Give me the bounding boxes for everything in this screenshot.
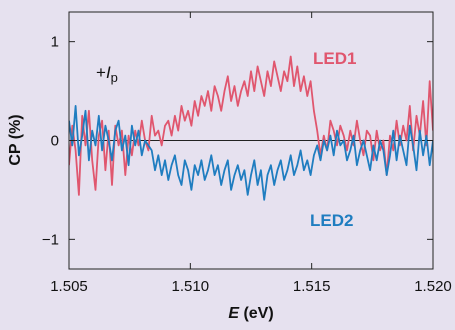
series-label-led2: LED2 (310, 211, 353, 230)
y-tick-label: 0 (51, 133, 59, 150)
annotation-italic: I (106, 63, 111, 82)
x-axis-label: E (eV) (228, 305, 273, 322)
series-label-led1: LED1 (313, 49, 356, 68)
x-tick-label: 1.505 (50, 278, 88, 295)
x-tick-label: 1.515 (293, 278, 331, 295)
x-tick-label: 1.520 (414, 278, 452, 295)
annotation-prefix: + (96, 63, 106, 82)
x-axis-label-unit: (eV) (239, 305, 274, 322)
y-tick-label: 1 (51, 34, 59, 51)
series-line-led2 (69, 105, 433, 201)
annotation-sub: p (111, 70, 118, 85)
x-tick-label: 1.510 (172, 278, 210, 295)
y-axis-label: CP (%) (7, 114, 24, 165)
y-tick-label: −1 (42, 231, 59, 248)
annotation-ip: +Ip (96, 63, 118, 85)
x-axis-label-symbol: E (228, 305, 240, 322)
